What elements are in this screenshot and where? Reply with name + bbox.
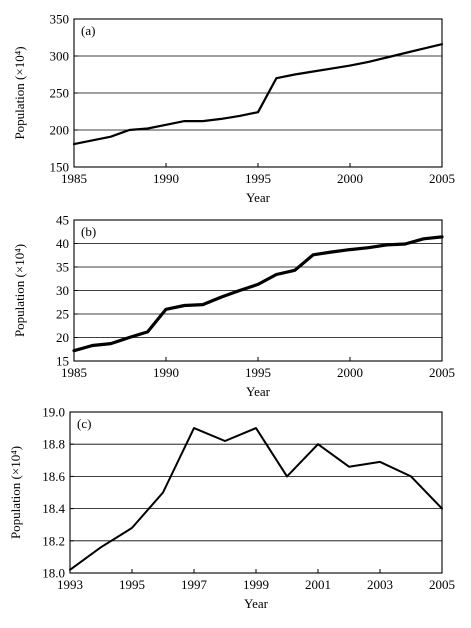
x-tick-label: 2001 bbox=[305, 577, 331, 592]
y-tick-label: 19.0 bbox=[42, 405, 65, 420]
plot-frame bbox=[69, 411, 443, 574]
series-line bbox=[72, 43, 444, 146]
chart-panel-3: 18.0 18.2 18.4 18.6 18.8 19.0 1993 1995 1997 1999… bbox=[8, 405, 455, 612]
y-axis-title: Population (×10⁴) bbox=[8, 446, 23, 539]
y-tick-label: 35 bbox=[56, 260, 69, 275]
x-tick-label: 2000 bbox=[337, 365, 363, 380]
x-tick-label: 1999 bbox=[243, 577, 269, 592]
series-line bbox=[72, 235, 444, 353]
y-tick-label: 350 bbox=[50, 12, 70, 27]
x-tick-label: 1997 bbox=[181, 577, 208, 592]
x-tick-label: 1995 bbox=[245, 171, 271, 186]
x-tick-label: 1995 bbox=[245, 365, 271, 380]
x-tick-label: 2000 bbox=[337, 171, 363, 186]
x-tick-label: 1990 bbox=[153, 365, 179, 380]
y-axis-title: Population (×10⁴) bbox=[12, 244, 27, 337]
y-axis-title: Population (×10⁴) bbox=[12, 46, 27, 139]
y-tick-label: 250 bbox=[50, 86, 70, 101]
y-tick-label: 18.0 bbox=[42, 566, 65, 581]
x-axis-title: Year bbox=[244, 596, 269, 611]
y-tick-label: 18.2 bbox=[42, 533, 65, 548]
y-tick-label: 25 bbox=[56, 307, 69, 322]
x-tick-label: 1990 bbox=[153, 171, 179, 186]
x-tick-label: 2005 bbox=[429, 365, 455, 380]
y-tick-label: 300 bbox=[50, 49, 70, 64]
y-tick-label: 45 bbox=[56, 213, 69, 228]
y-tick-label: 18.6 bbox=[42, 469, 65, 484]
panel-label: (c) bbox=[77, 416, 91, 431]
x-tick-label: 1993 bbox=[57, 577, 83, 592]
y-tick-label: 40 bbox=[56, 236, 69, 251]
x-axis-title: Year bbox=[246, 384, 271, 399]
y-tick-label: 150 bbox=[50, 160, 70, 175]
x-tick-label: 2003 bbox=[367, 577, 393, 592]
y-tick-label: 200 bbox=[50, 123, 70, 138]
y-tick-label: 18.4 bbox=[42, 501, 65, 516]
panel-label: (b) bbox=[81, 224, 96, 239]
y-tick-label: 30 bbox=[56, 283, 69, 298]
y-tick-label: 20 bbox=[56, 330, 69, 345]
chart-panel-2: 15 20 25 30 35 40 45 1985 1990 1995 2000 2005 Year Po… bbox=[12, 213, 455, 400]
y-tick-label: 15 bbox=[56, 354, 69, 369]
series-line bbox=[69, 427, 443, 571]
chart-panel-1: 150 200 250 300 350 1985 1990 1995 2000 2005 Year P… bbox=[12, 12, 455, 206]
x-tick-label: 2005 bbox=[429, 171, 455, 186]
y-tick-label: 18.8 bbox=[42, 437, 65, 452]
panel-label: (a) bbox=[81, 23, 95, 38]
x-tick-label: 1995 bbox=[119, 577, 145, 592]
x-tick-label: 1985 bbox=[61, 365, 87, 380]
x-tick-label: 2005 bbox=[429, 577, 455, 592]
x-tick-label: 1985 bbox=[61, 171, 87, 186]
x-axis-title: Year bbox=[246, 190, 271, 205]
